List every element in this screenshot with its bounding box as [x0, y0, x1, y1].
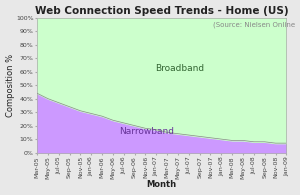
Text: Broadband: Broadband [156, 65, 205, 74]
Text: Narrowband: Narrowband [119, 127, 174, 136]
Title: Web Connection Speed Trends - Home (US): Web Connection Speed Trends - Home (US) [35, 5, 289, 16]
Text: (Source: Nielsen Online: (Source: Nielsen Online [213, 22, 295, 28]
X-axis label: Month: Month [147, 180, 177, 190]
Y-axis label: Composition %: Composition % [6, 54, 15, 117]
